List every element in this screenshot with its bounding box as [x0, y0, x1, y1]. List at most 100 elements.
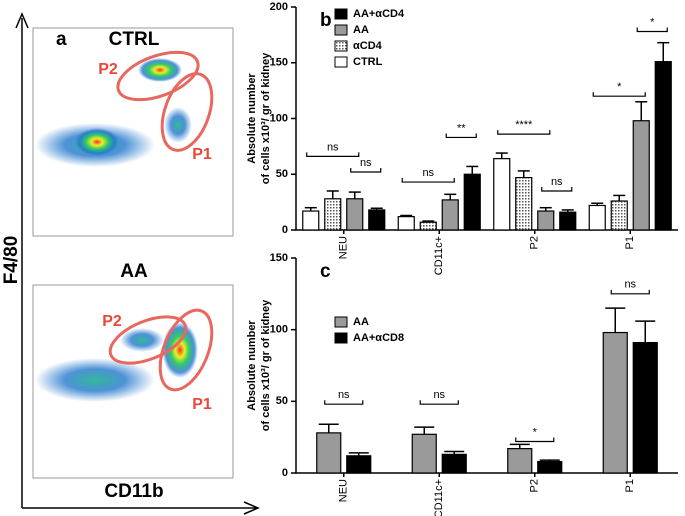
- bar: [493, 158, 511, 231]
- bar: [346, 455, 372, 474]
- bar: [559, 211, 577, 231]
- y-axis-label: Absolute number: [246, 73, 258, 164]
- panel-label: b: [320, 10, 332, 31]
- gate: [160, 72, 214, 152]
- x-tick-label: CD11c+: [433, 236, 445, 275]
- y-axis-label: Absolute number: [246, 320, 258, 411]
- cell-cloud: [162, 322, 198, 378]
- legend-label: AA: [353, 24, 369, 36]
- significance-bracket: [592, 92, 646, 97]
- legend-swatch: [334, 8, 348, 20]
- bar: [632, 341, 658, 474]
- gate: [116, 50, 200, 102]
- panel-label: a: [56, 29, 67, 50]
- significance-bracket: [419, 400, 459, 405]
- significance-bracket: [324, 400, 364, 405]
- bar: [324, 198, 342, 231]
- legend-label: αCD4: [353, 40, 383, 52]
- panel-label: c: [320, 261, 331, 282]
- legend-swatch: [334, 24, 348, 36]
- x-tick-label: NEU: [338, 479, 350, 502]
- significance-label: ns: [551, 176, 563, 188]
- bar: [515, 176, 533, 231]
- y-tick-label: 150: [270, 57, 288, 69]
- significance-label: ns: [624, 279, 636, 291]
- bar: [632, 120, 650, 231]
- bar: [411, 433, 437, 474]
- bar: [588, 204, 606, 231]
- significance-bracket: [401, 178, 455, 183]
- cell-cloud: [75, 128, 119, 156]
- bar: [654, 61, 672, 231]
- legend-swatch: [334, 332, 348, 344]
- legend-label: AA+αCD4: [353, 8, 405, 20]
- plot-title: AA: [120, 261, 148, 282]
- cell-cloud: [35, 358, 155, 402]
- bar: [463, 173, 481, 231]
- significance-label: ns: [360, 157, 372, 169]
- bar: [419, 221, 437, 231]
- y-tick-label: 150: [270, 252, 288, 264]
- gate-label: P2: [98, 61, 118, 78]
- bar: [441, 453, 467, 474]
- significance-label: ns: [327, 141, 339, 153]
- significance-bracket: [515, 437, 555, 443]
- y-tick-label: 200: [270, 1, 288, 13]
- significance-label: ns: [422, 167, 434, 179]
- y-axis-label: of cells x10³/ gr of kidney: [260, 52, 272, 184]
- legend-swatch: [334, 40, 348, 52]
- cell-cloud: [138, 58, 182, 82]
- significance-label: ns: [433, 389, 445, 401]
- legend-label: AA: [353, 316, 369, 328]
- gate: [108, 315, 188, 365]
- gate-label: P2: [102, 313, 122, 330]
- y-axis-label: of cells x10³/ gr of kidney: [260, 299, 272, 431]
- gate-label: P1: [192, 396, 212, 413]
- gate: [158, 308, 214, 392]
- bar: [346, 198, 364, 231]
- significance-label: *: [533, 426, 538, 438]
- plot-title: CTRL: [109, 29, 160, 50]
- x-tick-label: P2: [529, 479, 541, 492]
- y-tick-label: 100: [270, 324, 288, 336]
- x-tick-label: P1: [624, 479, 636, 492]
- significance-label: *: [617, 81, 622, 93]
- cell-cloud: [120, 328, 164, 352]
- significance-bracket: [541, 186, 573, 192]
- significance-bracket: [636, 27, 668, 33]
- x-tick-label: CD11c+: [433, 479, 445, 516]
- bar: [537, 210, 555, 231]
- significance-bracket: [445, 133, 477, 139]
- cell-cloud: [164, 107, 192, 143]
- bar: [610, 200, 628, 231]
- legend-label: CTRL: [353, 56, 383, 68]
- significance-bracket: [306, 152, 360, 158]
- y-tick-label: 100: [270, 112, 288, 124]
- significance-bracket: [497, 130, 551, 135]
- significance-bracket: [350, 168, 382, 173]
- bar: [368, 209, 386, 231]
- bar: [302, 210, 320, 231]
- x-tick-label: NEU: [338, 236, 350, 259]
- legend-swatch: [334, 56, 348, 68]
- x-tick-label: P1: [624, 236, 636, 249]
- significance-label: **: [457, 122, 466, 134]
- bar: [316, 432, 342, 474]
- bar: [537, 460, 563, 474]
- panel-a: a CTRL AA P2 P1 P2 P1 F4/80 CD11b: [1, 12, 260, 515]
- bar: [441, 199, 459, 231]
- x-tick-label: P2: [529, 236, 541, 249]
- bar: [397, 216, 415, 231]
- significance-label: ****: [515, 119, 533, 131]
- bar: [602, 331, 628, 474]
- x-axis-label: CD11b: [104, 481, 163, 502]
- legend-label: AA+αCD8: [353, 332, 404, 344]
- axis-arrows: [15, 12, 260, 515]
- gate-label: P1: [192, 146, 212, 163]
- significance-bracket: [610, 289, 650, 295]
- y-tick-label: 0: [282, 224, 288, 236]
- significance-label: ns: [338, 389, 350, 401]
- significance-label: *: [650, 16, 655, 28]
- y-tick-label: 50: [276, 395, 288, 407]
